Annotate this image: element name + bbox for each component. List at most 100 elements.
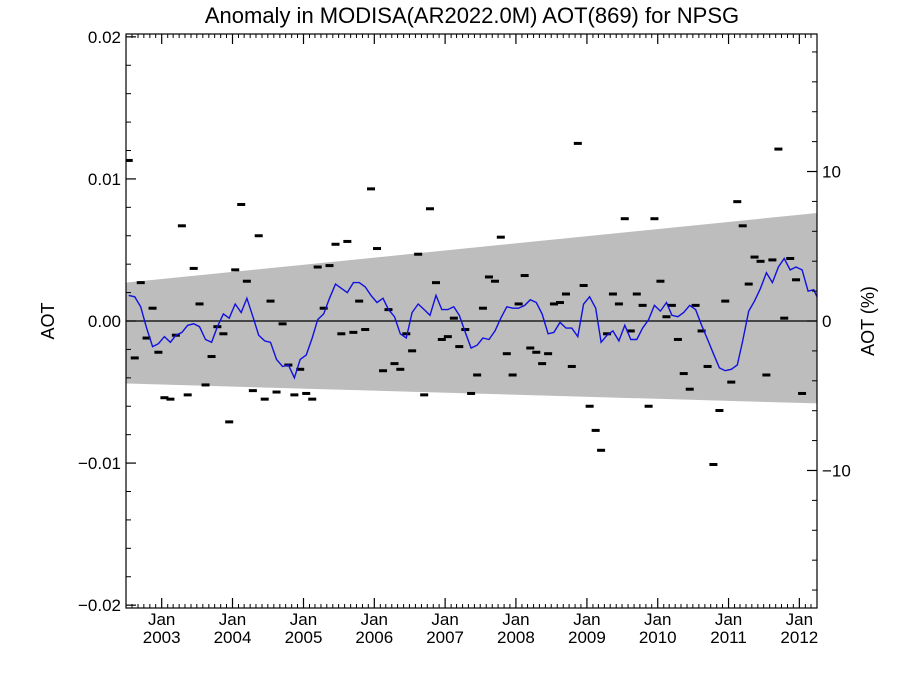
data-point [343,239,352,243]
data-point [390,362,399,366]
x-tick-month-label: Jan [148,610,175,629]
data-point [804,0,812,3]
x-tick-year-label: 2004 [214,628,252,647]
data-point [727,380,736,384]
data-point [431,281,440,285]
data-point [367,187,376,191]
x-tick-month-label: Jan [573,610,600,629]
data-point [408,349,417,353]
data-point [579,283,588,287]
smoothed-anomaly-line [128,257,817,380]
x-tick-month-label: Jan [361,610,388,629]
data-point [319,306,328,310]
data-point [538,362,547,366]
y-tick-label: 0.01 [88,170,121,189]
x-tick-month-label: Jan [219,610,246,629]
data-point [691,303,700,307]
data-point [573,141,582,145]
data-point [266,299,275,303]
x-tick-year-label: 2011 [710,628,747,647]
data-point [561,292,570,296]
data-point [591,428,600,432]
data-point [296,367,305,371]
data-point [650,217,659,221]
data-point [467,391,476,395]
data-point [379,369,388,373]
data-point [567,364,576,368]
data-point [278,322,287,326]
data-point [207,355,216,359]
data-point [597,448,606,452]
data-point [508,373,517,377]
data-point [437,337,446,341]
data-point [638,303,647,307]
data-point [703,364,712,368]
data-point [816,0,824,3]
data-point [166,397,175,401]
data-point [738,224,747,228]
data-point [254,234,263,238]
data-point [774,147,783,151]
data-point [225,420,234,424]
data-point [142,336,151,340]
data-point [260,397,269,401]
data-point [195,302,204,306]
data-point [248,389,257,393]
x-tick-year-label: 2006 [355,628,393,647]
data-point [242,279,251,283]
data-point [414,252,423,256]
data-point [313,265,322,269]
data-point [526,346,535,350]
data-point [756,259,765,263]
data-point [792,278,801,282]
data-point [502,352,511,356]
data-point [685,387,694,391]
x-tick-month-label: Jan [290,610,317,629]
y-right-tick-label: 0 [822,312,831,331]
data-point [608,292,617,296]
x-tick-month-label: Jan [644,610,671,629]
x-tick-year-label: 2012 [780,628,818,647]
data-point [667,303,676,307]
data-point [183,393,192,397]
data-point [361,328,370,332]
data-point [154,350,163,354]
x-tick-year-label: 2003 [143,628,181,647]
data-point [237,202,246,206]
data-point [715,409,724,413]
data-point [443,335,452,339]
data-point [780,316,789,320]
right-axis: 10 0 −10 [807,51,851,591]
data-point [373,247,382,251]
y-tick-label: −0.02 [78,596,121,615]
data-point [349,330,358,334]
x-tick-year-label: 2007 [426,628,464,647]
data-point [302,391,311,395]
left-axis: 0.02 0.01 0.00 −0.01 −0.02 [78,28,136,615]
data-point [355,299,364,303]
x-tick-year-label: 2008 [497,628,535,647]
data-point [496,235,505,239]
y-axis-right-title: AOT (%) [858,286,878,356]
x-tick-month-label: Jan [431,610,458,629]
x-tick-month-label: Jan [715,610,742,629]
data-point [308,397,317,401]
data-point [673,337,682,341]
data-point [555,301,564,305]
data-point [478,306,487,310]
data-point [231,268,240,272]
data-point [603,332,612,336]
monthly-anomaly-points [126,0,824,466]
data-point [449,316,458,320]
data-point [662,315,671,319]
data-point [532,350,541,354]
x-tick-year-label: 2005 [285,628,323,647]
data-point [219,332,228,336]
x-tick-year-label: 2010 [639,628,677,647]
data-point [455,345,464,349]
y-right-tick-label: 10 [822,163,841,182]
data-point [721,299,730,303]
data-point [177,224,186,228]
data-point [337,332,346,336]
